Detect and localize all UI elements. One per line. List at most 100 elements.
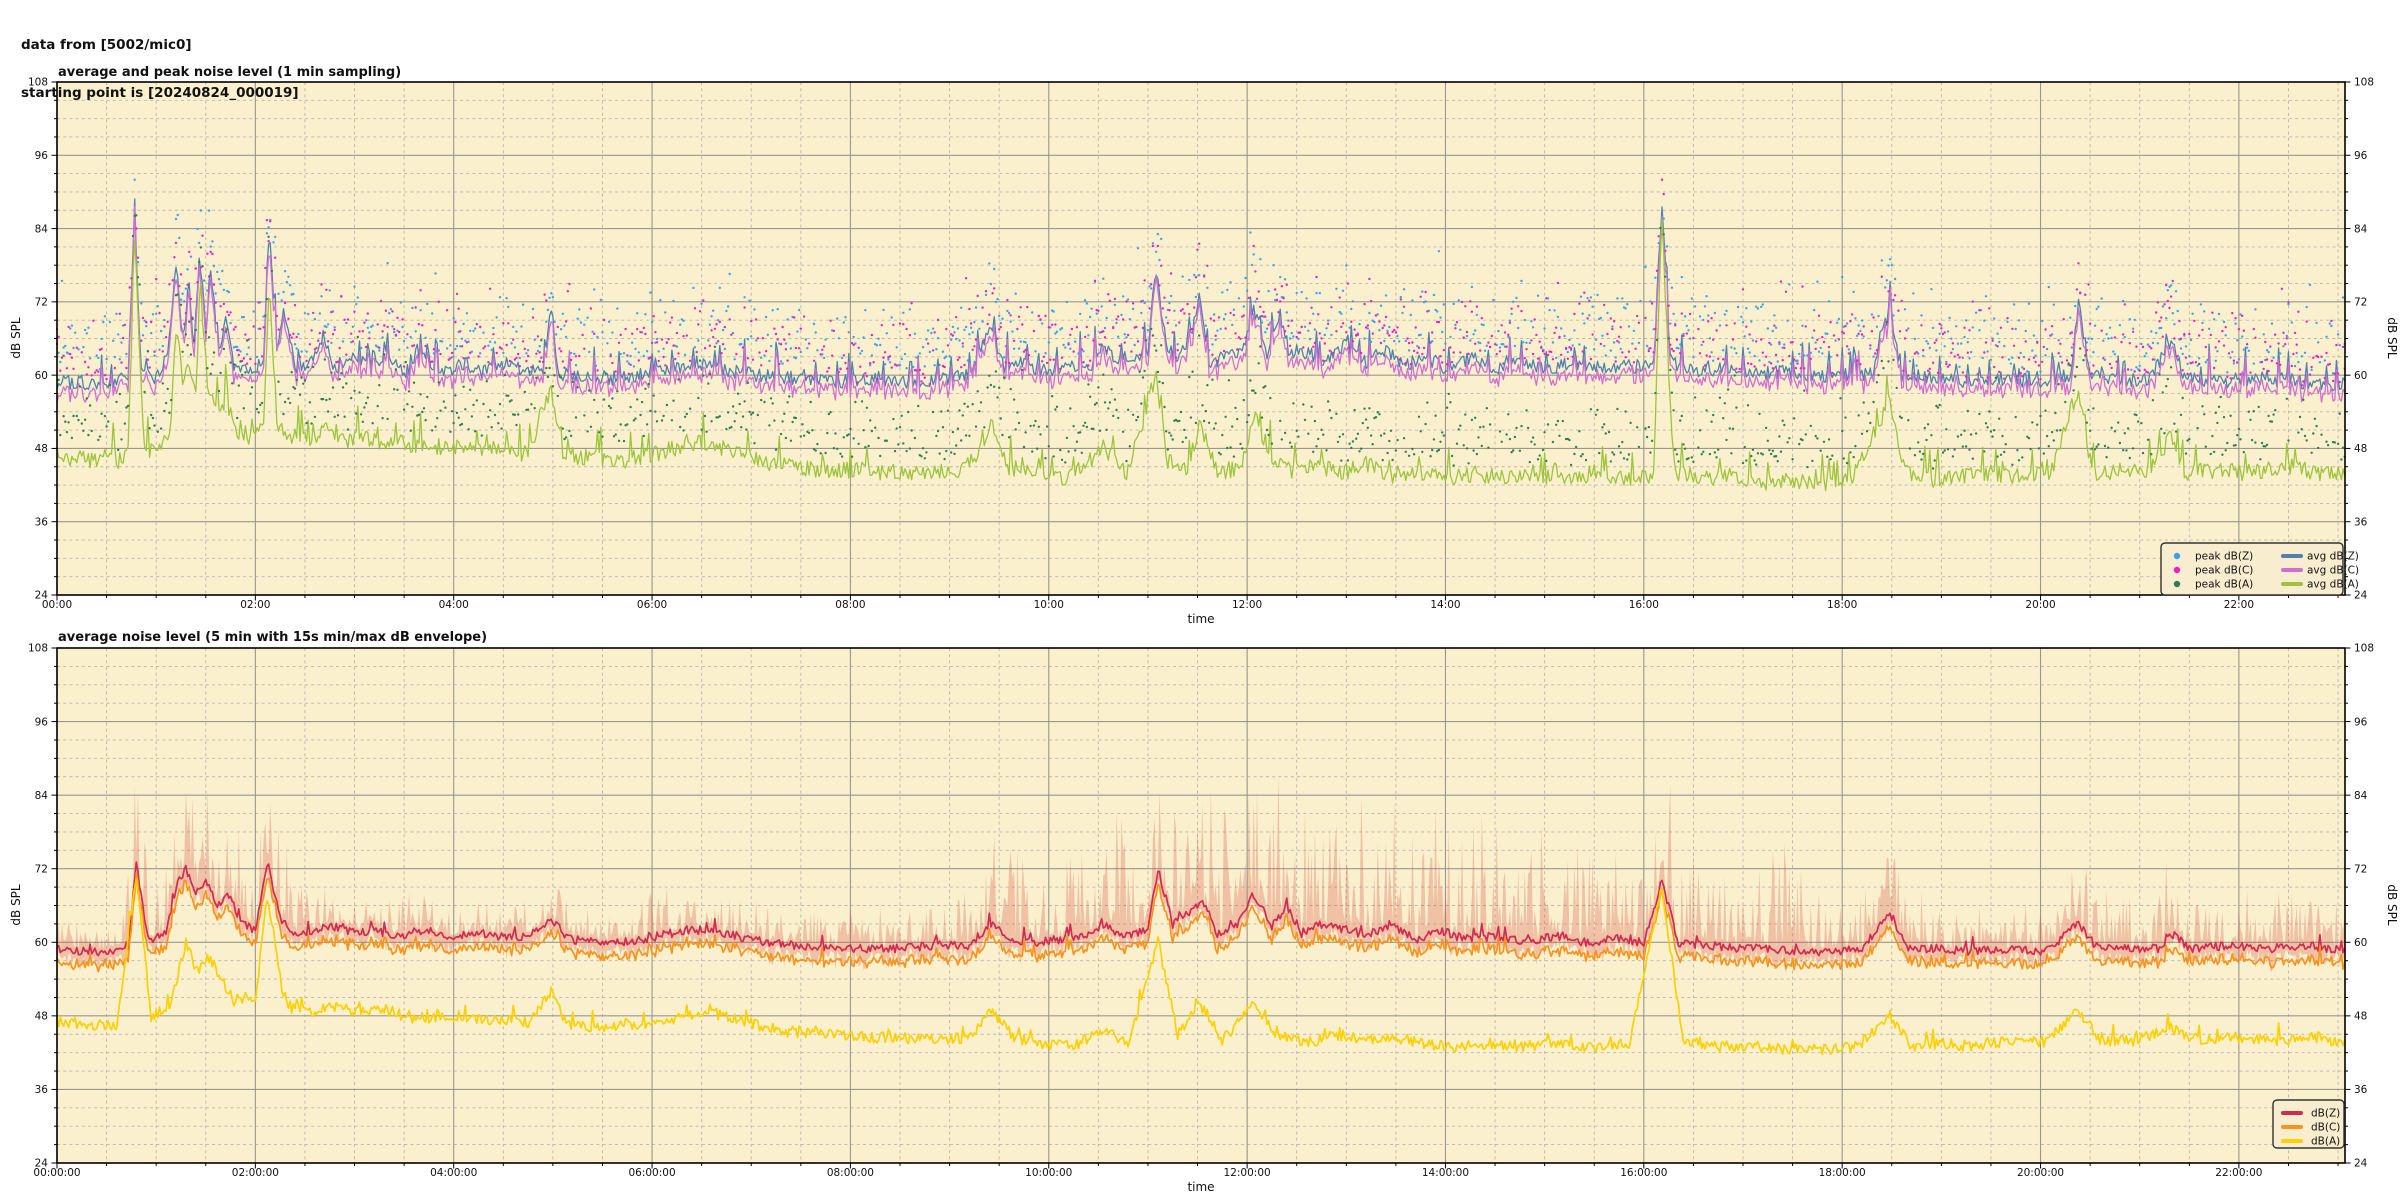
series-line-db-a- [56, 878, 2346, 1056]
chart2-generated: 00:00:00 02:00:00 04:00:00 06:00:00 08:00:00… [28, 643, 2374, 1179]
plot-border [56, 81, 2346, 596]
y-tick-label-left: 96 [35, 150, 49, 162]
x-tick-label: 18:00 [1827, 599, 1857, 611]
y-tick-label-left: 72 [35, 297, 48, 309]
y-tick-label-left: 60 [35, 370, 48, 382]
y-tick-label-right: 72 [2354, 297, 2367, 309]
y-tick-label-right: 84 [2354, 790, 2368, 802]
x-tick-label: 00:00 [42, 599, 72, 611]
chart1-generated: 00:00 02:00 04:00 06:00 08:00 10:00 12:00 14:00… [28, 77, 2374, 611]
y-tick-label-left: 108 [28, 643, 48, 655]
y-tick-label-right: 36 [2354, 516, 2368, 528]
x-tick-label: 10:00 [1034, 599, 1064, 611]
tick-labels: 00:00:00 02:00:00 04:00:00 06:00:00 08:00:00… [28, 643, 2374, 1179]
x-tick-label: 02:00:00 [232, 1167, 279, 1179]
y-tick-label-right: 60 [2354, 370, 2367, 382]
y-tick-label-right: 84 [2354, 223, 2368, 235]
x-tick-label: 22:00:00 [2215, 1167, 2262, 1179]
legend-marker-dot [2173, 566, 2181, 574]
legend-label: dB(Z) [2311, 1108, 2340, 1120]
legend-label: peak dB(C) [2195, 565, 2253, 577]
x-tick-label: 22:00 [2224, 599, 2254, 611]
legend-marker-line [2281, 1139, 2303, 1143]
y-tick-label-right: 108 [2354, 643, 2374, 655]
chart1-title: average and peak noise level (1 min samp… [58, 65, 401, 80]
header-line-2: starting point is [20240824_000019] [21, 85, 299, 101]
legend-marker-dot [2173, 552, 2181, 560]
x-tick-label: 20:00:00 [2017, 1167, 2064, 1179]
x-tick-label: 10:00:00 [1025, 1167, 1072, 1179]
y-tick-label-left: 84 [35, 790, 49, 802]
y-tick-label-left: 84 [35, 223, 49, 235]
chart2-xlabel: time [1187, 1180, 1214, 1194]
y-tick-label-right: 24 [2354, 1158, 2368, 1170]
series-scatter-peak-db-a- [57, 214, 2346, 470]
chart2-ylabel-left: dB SPL [9, 884, 23, 926]
y-tick-label-left: 36 [35, 1084, 49, 1096]
legend: peak dB(Z) peak dB(C) peak dB(A) avg dB(Z) a… [2160, 542, 2359, 596]
y-tick-label-left: 108 [28, 77, 48, 89]
x-tick-label: 08:00 [835, 599, 865, 611]
tick-labels: 00:00 02:00 04:00 06:00 08:00 10:00 12:00 14:00… [28, 77, 2374, 611]
x-tick-label: 14:00 [1430, 599, 1460, 611]
x-tick-label: 20:00 [2025, 599, 2055, 611]
plot-border [56, 647, 2346, 1164]
y-tick-label-right: 60 [2354, 937, 2367, 949]
plot-area [57, 82, 2345, 595]
y-tick-label-left: 60 [35, 937, 48, 949]
x-tick-label: 00:00:00 [33, 1167, 80, 1179]
legend-marker-line [2281, 1111, 2303, 1115]
plot-area [57, 648, 2345, 1163]
legend-marker-line [2281, 582, 2303, 586]
y-tick-label-right: 108 [2354, 77, 2374, 89]
legend-label: peak dB(A) [2195, 579, 2253, 591]
x-tick-label: 12:00:00 [1224, 1167, 1271, 1179]
y-tick-label-right: 96 [2354, 150, 2368, 162]
legend-label: peak dB(Z) [2195, 551, 2253, 563]
y-tick-label-left: 72 [35, 863, 48, 875]
y-tick-label-right: 48 [2354, 443, 2367, 455]
x-tick-label: 12:00 [1232, 599, 1262, 611]
chart2-ylabel-right: dB SPL [2385, 884, 2399, 926]
legend-marker-line [2281, 554, 2303, 558]
y-tick-label-right: 96 [2354, 716, 2368, 728]
y-tick-label-right: 36 [2354, 1084, 2368, 1096]
y-tick-label-left: 24 [35, 590, 49, 602]
legend-label: avg dB(C) [2307, 565, 2359, 577]
x-tick-label: 06:00:00 [628, 1167, 675, 1179]
y-tick-label-right: 24 [2354, 590, 2368, 602]
y-tick-label-right: 72 [2354, 863, 2367, 875]
legend-label: avg dB(Z) [2307, 551, 2359, 563]
chart1-ylabel-right: dB SPL [2385, 317, 2399, 359]
legend-marker-line [2281, 568, 2303, 572]
header-line-1: data from [5002/mic0] [21, 37, 192, 53]
legend-label: dB(A) [2311, 1136, 2340, 1148]
x-tick-label: 06:00 [637, 599, 667, 611]
series-line-db-z- [56, 861, 2346, 957]
chart2-title: average noise level (5 min with 15s min/… [58, 630, 487, 645]
series-line-avg-db-c- [56, 205, 2346, 403]
x-tick-label: 16:00 [1629, 599, 1659, 611]
figure-header: data from [5002/mic0] starting point is … [21, 5, 299, 117]
x-tick-label: 08:00:00 [827, 1167, 874, 1179]
x-tick-label: 04:00:00 [430, 1167, 477, 1179]
x-tick-label: 02:00 [240, 599, 270, 611]
y-tick-label-left: 48 [35, 1011, 48, 1023]
y-tick-label-left: 24 [35, 1158, 49, 1170]
x-tick-label: 18:00:00 [1819, 1167, 1866, 1179]
legend-label: dB(C) [2311, 1122, 2340, 1134]
y-tick-label-left: 36 [35, 516, 49, 528]
x-tick-label: 16:00:00 [1620, 1167, 1667, 1179]
series-line-avg-db-a- [56, 218, 2346, 492]
series-band-db-z-min-max-envelope [57, 775, 2345, 974]
legend: dB(Z) dB(C) dB(A) [2272, 1099, 2345, 1149]
legend-marker-dot [2173, 580, 2181, 588]
y-tick-label-left: 96 [35, 716, 49, 728]
series-line-db-c- [56, 871, 2346, 973]
chart1-xlabel: time [1187, 612, 1214, 626]
chart1-ylabel-left: dB SPL [9, 317, 23, 359]
legend-label: avg dB(A) [2307, 579, 2359, 591]
x-tick-label: 14:00:00 [1422, 1167, 1469, 1179]
x-tick-label: 04:00 [439, 599, 469, 611]
